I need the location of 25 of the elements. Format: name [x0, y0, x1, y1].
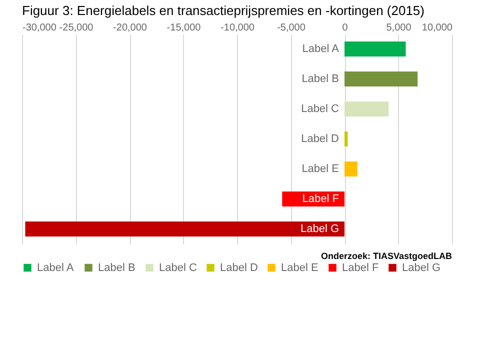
legend-label: Label B	[98, 262, 136, 274]
legend-label: Label A	[37, 262, 74, 274]
legend-label: Label D	[220, 262, 258, 274]
x-tick-label: -30,000	[22, 22, 57, 34]
legend-label: Label F	[342, 262, 379, 274]
y-tick-label: Label E	[302, 163, 339, 175]
legend-label: Label G	[402, 262, 441, 274]
chart-title: Figuur 3: Energielabels en transactieprijspremies en -kortingen (2015)	[22, 3, 424, 18]
x-tick-label: -5,000	[277, 22, 306, 34]
y-tick-label: Label A	[302, 43, 340, 55]
legend-label: Label E	[281, 262, 318, 274]
y-tick-label: Label C	[301, 103, 340, 115]
y-tick-label: Label F	[302, 193, 340, 205]
legend-label: Label C	[159, 262, 197, 274]
x-tick-label: -20,000	[113, 22, 148, 34]
y-tick-label: Label G	[300, 223, 339, 235]
x-tick-label: -10,000	[220, 22, 255, 34]
y-tick-label: Label B	[302, 73, 339, 85]
x-tick-label: 10,000	[422, 22, 453, 34]
text: Onderzoek: TIASVastgoedLAB	[320, 251, 452, 261]
x-tick-label: 0	[342, 22, 348, 34]
y-tick-label: Label D	[301, 133, 340, 145]
x-tick-label: 5,000	[386, 22, 412, 34]
x-tick-label: -15,000	[166, 22, 202, 34]
x-tick-label: -25,000	[59, 22, 94, 34]
